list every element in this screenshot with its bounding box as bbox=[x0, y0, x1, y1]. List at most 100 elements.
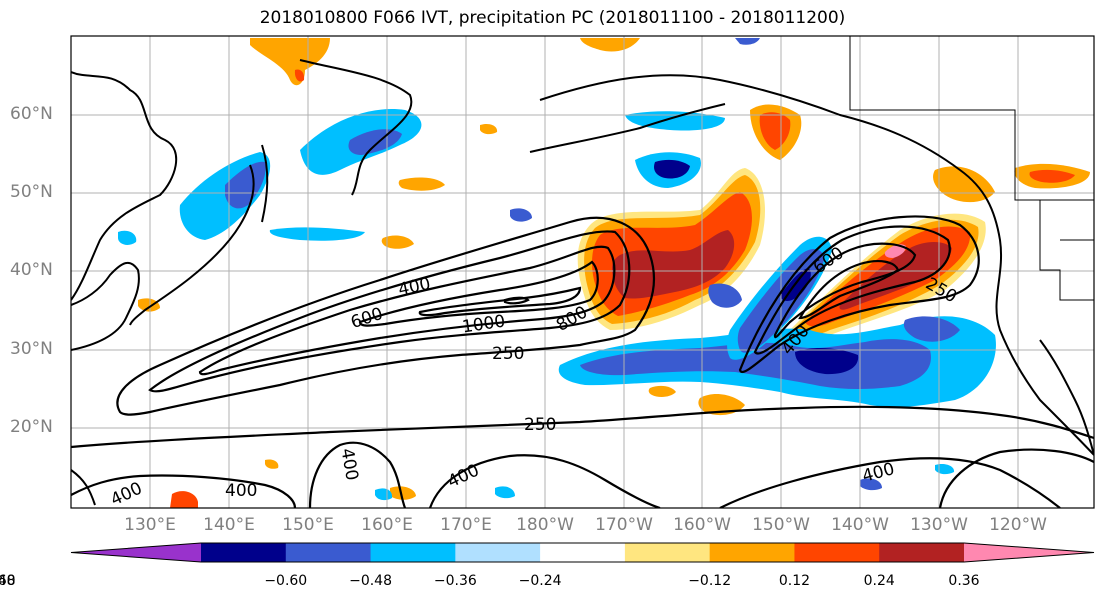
ivt-contour-250-south bbox=[71, 405, 1094, 449]
coastline-kamchatka bbox=[299, 59, 413, 196]
colorbar-swatch bbox=[709, 543, 795, 562]
precip-patch bbox=[1029, 169, 1075, 183]
ivt-contour-800 bbox=[358, 260, 599, 327]
ivt-contour-800-east bbox=[798, 260, 900, 320]
ivt-contour-400 bbox=[148, 230, 631, 393]
coastline-aleutians bbox=[529, 103, 726, 153]
precip-patch bbox=[265, 459, 279, 469]
precip-patch bbox=[708, 283, 742, 308]
ivt-contour-250-se bbox=[938, 448, 1094, 508]
precip-patch bbox=[390, 486, 416, 500]
precip-patch bbox=[118, 230, 137, 245]
lon-label: 160°W bbox=[673, 515, 731, 535]
ivt-contour-400-south bbox=[428, 454, 661, 508]
ivt-contour-250 bbox=[116, 216, 656, 416]
precip-patch bbox=[250, 38, 330, 86]
coastline-sakhalin bbox=[261, 144, 269, 223]
graticule bbox=[71, 36, 1094, 508]
colorbar-tick-label: 0.48 bbox=[0, 573, 16, 589]
ivt-contour-250-east bbox=[738, 215, 980, 373]
contour-label: 250 bbox=[524, 415, 556, 435]
ivt-contours bbox=[71, 215, 1094, 508]
coastline-korea-china bbox=[71, 261, 140, 351]
lat-label-60n: 60°N bbox=[10, 104, 53, 124]
map-title: 2018010800 F066 IVT, precipitation PC (2… bbox=[259, 8, 846, 28]
colorbar-tick-label: −0.48 bbox=[349, 573, 392, 589]
coastline-japan bbox=[129, 164, 255, 326]
lat-label-20n: 20°N bbox=[10, 417, 53, 437]
colorbar-tick-label: 0.36 bbox=[948, 573, 980, 589]
precip-patch bbox=[903, 316, 960, 342]
colorbar-swatch bbox=[794, 543, 880, 562]
precip-patch bbox=[935, 463, 955, 475]
precip-patch bbox=[269, 227, 365, 241]
precip-patch bbox=[839, 242, 952, 310]
colorbar-swatch bbox=[540, 543, 626, 562]
ivt-contour-400-se bbox=[719, 457, 1061, 508]
colorbar-swatch bbox=[370, 543, 456, 562]
colorbar-tick-label: 0.12 bbox=[778, 573, 811, 589]
lon-label: 160°E bbox=[361, 515, 413, 535]
precip-patch bbox=[480, 123, 498, 135]
colorbar-tick-label: 0.24 bbox=[863, 573, 895, 589]
ivt-contour-400-sw bbox=[71, 474, 297, 508]
lat-label-30n: 30°N bbox=[10, 339, 53, 359]
precip-patch bbox=[495, 486, 515, 499]
coastline-alaska bbox=[539, 74, 1094, 456]
colorbar-extend-high bbox=[964, 543, 1094, 562]
precip-patch bbox=[860, 478, 882, 491]
precip-patch bbox=[648, 385, 676, 397]
colorbar-tick-label: −0.36 bbox=[433, 573, 477, 589]
lon-label: 150°W bbox=[752, 515, 810, 535]
precip-patch bbox=[381, 235, 414, 249]
lon-label: 130°E bbox=[124, 515, 176, 535]
precip-negative-patches bbox=[118, 38, 996, 501]
political-borders bbox=[849, 36, 1094, 301]
precip-patch bbox=[170, 491, 198, 508]
precip-patch bbox=[510, 208, 532, 222]
coastlines bbox=[71, 59, 1094, 506]
colorbar-tick-label: 0.60 bbox=[0, 573, 16, 589]
precip-patch bbox=[698, 394, 745, 416]
colorbar-swatch bbox=[624, 543, 711, 562]
precip-patch bbox=[138, 298, 160, 312]
map-plot-area: 400 600 1000 800 250 250 600 400 250 400… bbox=[71, 36, 1094, 508]
lon-label: 140°E bbox=[203, 515, 255, 535]
precip-patch bbox=[884, 244, 906, 258]
map-frame bbox=[70, 35, 1095, 509]
lon-label: 170°W bbox=[595, 515, 653, 535]
precip-patch bbox=[398, 177, 445, 191]
coastline-asia bbox=[71, 71, 178, 301]
ivt-contour-1000 bbox=[418, 286, 582, 317]
colorbar-tick-label: −0.60 bbox=[264, 573, 308, 589]
contour-label: 250 bbox=[492, 344, 524, 364]
precip-patch bbox=[294, 69, 305, 82]
ivt-contour-400-center bbox=[308, 441, 407, 508]
lon-label: 140°W bbox=[831, 515, 889, 535]
colorbar-tick-label: −0.12 bbox=[688, 573, 732, 589]
precip-patch bbox=[735, 38, 760, 45]
ivt-contour-400-east bbox=[753, 225, 951, 355]
lon-label: 170°E bbox=[440, 515, 492, 535]
ivt-contour-600 bbox=[198, 245, 616, 376]
precip-patch bbox=[654, 159, 690, 179]
precip-patch bbox=[580, 38, 640, 52]
contour-label: 400 bbox=[225, 481, 257, 501]
colorbar-swatch bbox=[879, 543, 965, 562]
ivt-contour-1000b bbox=[503, 296, 530, 305]
precip-patch bbox=[795, 348, 859, 375]
colorbar-swatch bbox=[285, 543, 372, 562]
ivt-contour-600-east bbox=[773, 242, 917, 339]
colorbar bbox=[70, 542, 1095, 563]
lat-label-40n: 40°N bbox=[10, 260, 53, 280]
colorbar-tick-label: −0.24 bbox=[518, 573, 562, 589]
lon-label: 130°W bbox=[910, 515, 968, 535]
precip-patch bbox=[375, 488, 393, 501]
precip-patch bbox=[225, 161, 266, 209]
lon-label: 150°E bbox=[282, 515, 334, 535]
colorbar-extend-low bbox=[71, 543, 201, 562]
coastline-mexico bbox=[1039, 339, 1094, 456]
colorbar-swatch bbox=[201, 543, 287, 562]
lon-label: 120°W bbox=[989, 515, 1047, 535]
